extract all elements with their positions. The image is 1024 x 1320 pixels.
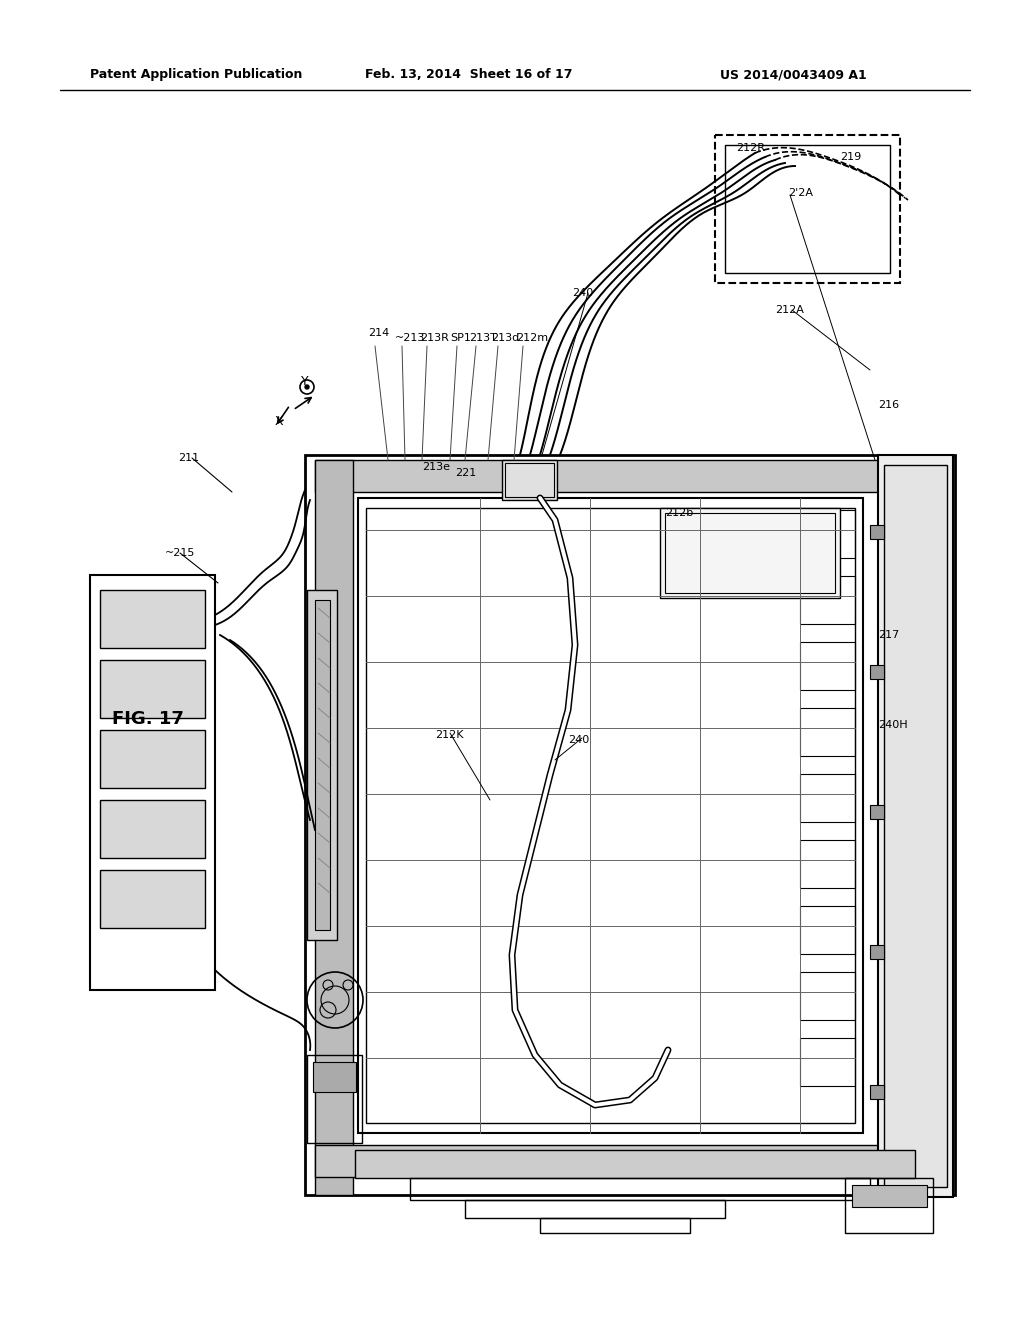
Bar <box>502 459 557 500</box>
Bar <box>870 945 884 960</box>
Bar <box>800 1038 855 1086</box>
Bar <box>307 1055 362 1143</box>
Bar <box>366 508 855 1123</box>
Bar <box>800 510 855 558</box>
Text: 217: 217 <box>878 630 899 640</box>
Bar <box>465 1200 725 1218</box>
Bar <box>715 135 900 282</box>
Bar <box>305 455 955 1195</box>
Text: Patent Application Publication: Patent Application Publication <box>90 69 302 81</box>
Text: 213e: 213e <box>422 462 450 473</box>
Text: SP1: SP1 <box>450 333 471 343</box>
Text: 212A: 212A <box>775 305 804 315</box>
Text: 212K: 212K <box>435 730 464 741</box>
Bar <box>870 665 884 678</box>
Circle shape <box>305 385 309 389</box>
Text: ~213: ~213 <box>395 333 425 343</box>
Bar <box>315 459 935 492</box>
Bar <box>660 508 840 598</box>
Text: 213d: 213d <box>490 333 519 343</box>
Bar <box>315 459 353 1195</box>
Bar <box>315 1144 935 1177</box>
Text: Y: Y <box>301 375 308 388</box>
Bar <box>358 498 863 1133</box>
Text: 212m: 212m <box>516 333 548 343</box>
Bar <box>870 1085 884 1100</box>
Bar <box>725 145 890 273</box>
Bar <box>800 972 855 1020</box>
Bar <box>100 870 205 928</box>
Text: 240: 240 <box>568 735 589 744</box>
Text: 216: 216 <box>878 400 899 411</box>
Bar <box>870 805 884 818</box>
Bar <box>845 1177 933 1233</box>
Text: 221: 221 <box>455 469 476 478</box>
Text: US 2014/0043409 A1: US 2014/0043409 A1 <box>720 69 866 81</box>
Bar <box>800 642 855 690</box>
Bar <box>870 525 884 539</box>
Text: 213R: 213R <box>420 333 449 343</box>
Text: FIG. 17: FIG. 17 <box>112 710 184 729</box>
Bar <box>800 576 855 624</box>
Text: 219: 219 <box>840 152 861 162</box>
Text: 212R: 212R <box>736 143 765 153</box>
Bar <box>852 1185 927 1206</box>
Bar <box>100 800 205 858</box>
Bar <box>800 906 855 954</box>
Text: ~215: ~215 <box>165 548 196 558</box>
Bar <box>307 590 337 940</box>
Bar <box>540 1218 690 1233</box>
Text: 212b: 212b <box>665 508 693 517</box>
Bar <box>313 1063 356 1092</box>
Bar <box>410 1177 870 1200</box>
Bar <box>878 455 953 1197</box>
Text: 2'2A: 2'2A <box>788 187 813 198</box>
Text: 240: 240 <box>572 288 593 298</box>
Text: 240H: 240H <box>878 719 907 730</box>
Bar <box>355 1150 915 1177</box>
Text: 211: 211 <box>178 453 199 463</box>
Text: Feb. 13, 2014  Sheet 16 of 17: Feb. 13, 2014 Sheet 16 of 17 <box>365 69 572 81</box>
Bar <box>665 513 835 593</box>
Bar <box>100 660 205 718</box>
Bar <box>800 840 855 888</box>
Bar <box>90 576 215 990</box>
Bar <box>800 774 855 822</box>
Bar <box>315 601 330 931</box>
Bar <box>800 708 855 756</box>
Bar <box>884 465 947 1187</box>
Bar <box>505 463 554 498</box>
Text: 214: 214 <box>368 327 389 338</box>
Bar <box>100 730 205 788</box>
Text: X: X <box>275 414 284 428</box>
Bar <box>100 590 205 648</box>
Text: 213T: 213T <box>469 333 497 343</box>
